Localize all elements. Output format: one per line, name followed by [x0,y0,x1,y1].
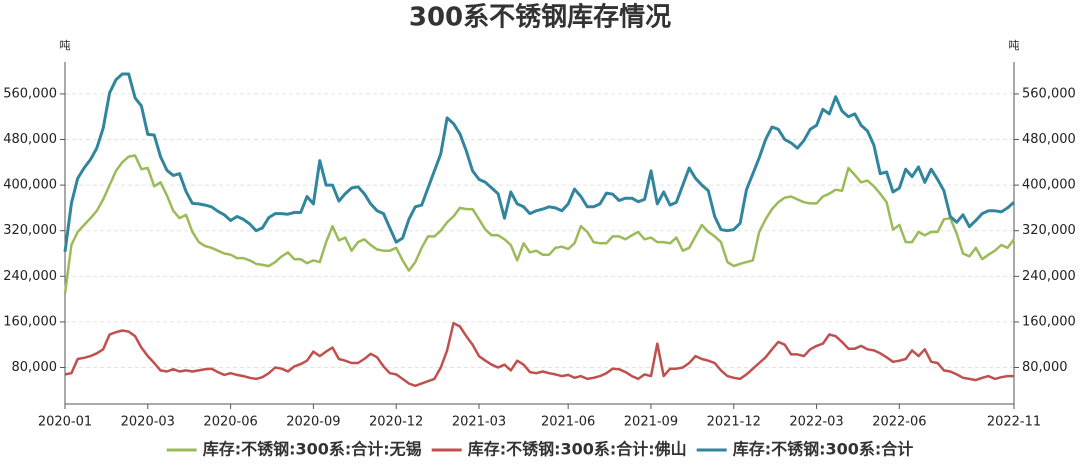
x-tick-label: 2021-09 [624,415,678,430]
legend-label: 库存:不锈钢:300系:合计 [733,440,914,459]
chart-title: 300系不锈钢库存情况 [409,3,671,33]
y-tick-label: 560,000 [3,86,57,101]
y2-tick-label: 480,000 [1022,132,1076,147]
series-line [64,321,1014,388]
x-tick-label: 2020-01 [38,415,92,430]
y2-tick-label: 240,000 [1022,269,1076,284]
series-line [63,72,1015,252]
x-tick-label: 2021-03 [452,415,506,430]
x-tick-label: 2021-12 [707,415,761,430]
x-tick-label: 2022-11 [987,415,1041,430]
series-line [63,154,1015,294]
x-tick-label: 2020-06 [203,415,257,430]
y-axis-label: 吨 [60,39,71,52]
y-tick-label: 160,000 [3,314,57,329]
y-tick-label: 480,000 [3,132,57,147]
y2-tick-label: 160,000 [1022,314,1076,329]
legend-label: 库存:不锈钢:300系:合计:佛山 [468,440,687,459]
y-tick-label: 80,000 [12,360,58,375]
x-tick-label: 2020-12 [369,415,423,430]
x-tick-label: 2022-06 [872,415,926,430]
y2-tick-label: 320,000 [1022,223,1076,238]
y-tick-label: 320,000 [3,223,57,238]
legend-label: 库存:不锈钢:300系:合计:无锡 [203,440,422,459]
y2-tick-label: 400,000 [1022,178,1076,193]
y-tick-label: 400,000 [3,178,57,193]
y2-tick-label: 560,000 [1022,86,1076,101]
x-tick-label: 2020-09 [286,415,340,430]
x-tick-label: 2020-03 [121,415,175,430]
x-tick-label: 2021-06 [541,415,595,430]
y2-axis-label: 吨 [1009,39,1020,52]
x-tick-label: 2022-03 [789,415,843,430]
y-tick-label: 240,000 [3,269,57,284]
y2-tick-label: 80,000 [1022,360,1068,375]
